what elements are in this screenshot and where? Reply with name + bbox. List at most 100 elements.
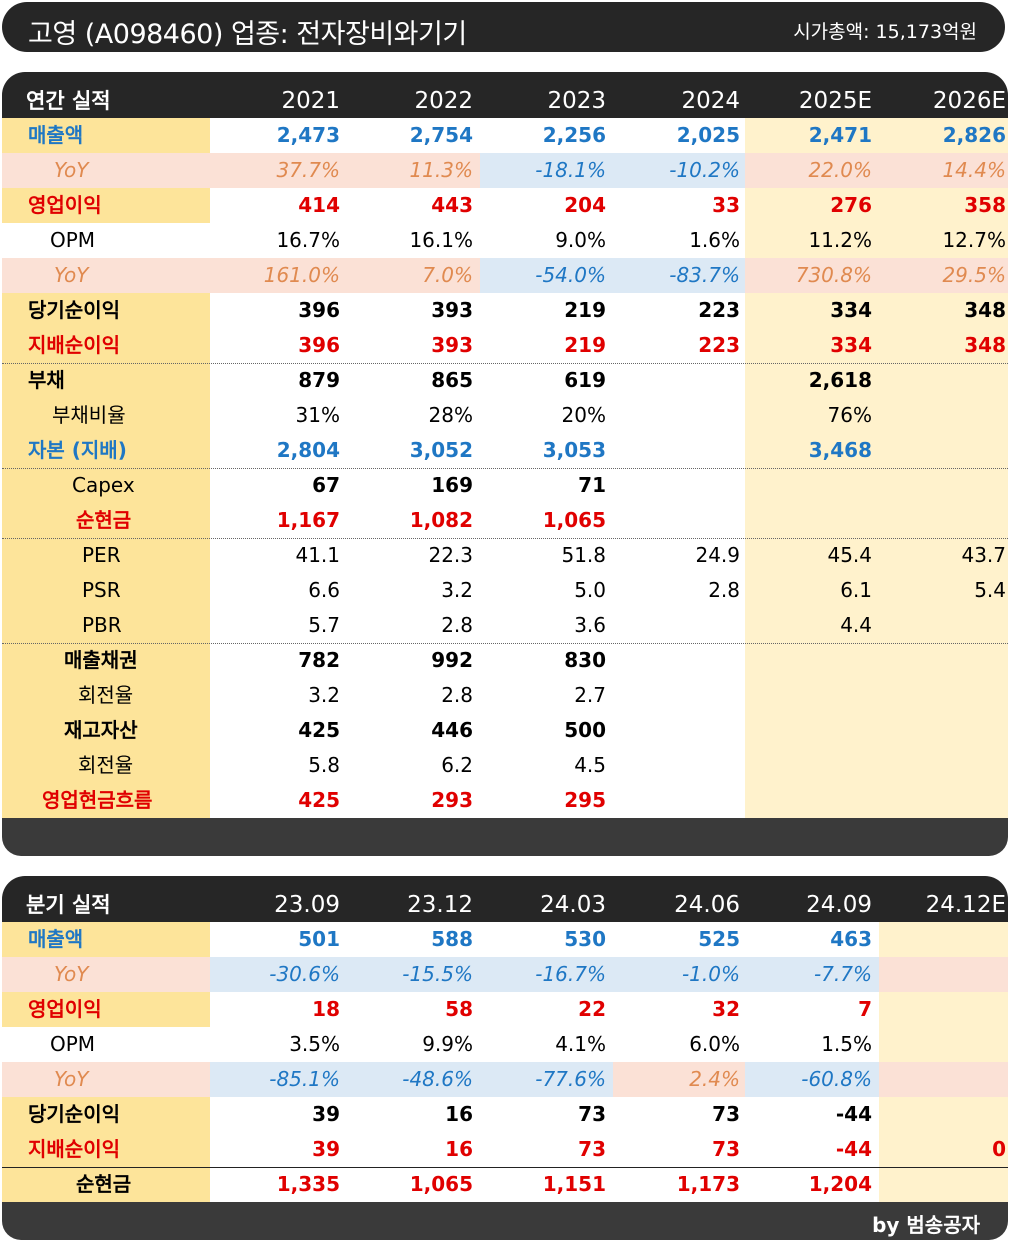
quarterly-value-cell: 16 xyxy=(445,1137,473,1161)
cell-background xyxy=(879,188,1008,223)
cell-background xyxy=(745,713,879,748)
cell-background xyxy=(879,748,1008,783)
quarterly-value-cell: 525 xyxy=(698,927,740,951)
annual-value-cell: 5.4 xyxy=(974,578,1006,602)
cell-background xyxy=(347,1062,480,1097)
annual-row: 재고자산 425 446 500 xyxy=(2,713,1008,748)
annual-col-header: 2024 xyxy=(681,88,740,114)
annual-row-label: 회전율 xyxy=(2,748,210,783)
annual-row-label: 매출채권 xyxy=(2,643,210,678)
annual-value-cell: 16.1% xyxy=(409,228,473,252)
annual-row: 영업이익 414 443 204 33 276 358 xyxy=(2,188,1008,223)
annual-value-cell: 67 xyxy=(312,473,340,497)
quarterly-value-cell: 32 xyxy=(712,997,740,1021)
annual-value-cell: 2,804 xyxy=(276,438,340,462)
quarterly-header-label: 분기 실적 xyxy=(26,893,111,917)
cell-background xyxy=(745,468,879,503)
annual-row-label: YoY xyxy=(2,258,210,293)
cell-background xyxy=(879,363,1008,398)
annual-row: Capex 67 169 71 xyxy=(2,468,1008,503)
annual-value-cell: 6.2 xyxy=(441,753,473,777)
cell-background xyxy=(745,503,879,538)
annual-value-cell: 37.7% xyxy=(276,158,340,182)
annual-value-cell: 5.0 xyxy=(574,578,606,602)
annual-value-cell: 33 xyxy=(712,193,740,217)
quarterly-table: 분기 실적 23.09 23.12 24.03 24.06 24.09 24.12E 매출… xyxy=(2,876,1008,1240)
quarterly-value-cell: -15.5% xyxy=(402,962,473,986)
cell-background xyxy=(480,1062,613,1097)
annual-value-cell: 22.3 xyxy=(428,543,473,567)
annual-value-cell: 22.0% xyxy=(808,158,872,182)
annual-row-label: PBR xyxy=(2,608,210,643)
quarterly-row-label: YoY xyxy=(2,1062,210,1097)
cell-background xyxy=(745,398,879,433)
annual-value-cell: 14.4% xyxy=(942,158,1006,182)
annual-row: 회전율 5.8 6.2 4.5 xyxy=(2,748,1008,783)
row-divider xyxy=(2,468,1008,469)
annual-value-cell: 1,065 xyxy=(542,508,606,532)
annual-value-cell: 295 xyxy=(564,788,606,812)
quarterly-row-label: 당기순이익 xyxy=(2,1097,210,1132)
cell-background xyxy=(879,398,1008,433)
annual-row-label: 매출액 xyxy=(2,118,210,153)
annual-value-cell: 219 xyxy=(564,333,606,357)
quarterly-row: YoY -30.6% -15.5% -16.7% -1.0% -7.7% xyxy=(2,957,1008,992)
annual-row: 당기순이익 396 393 219 223 334 348 xyxy=(2,293,1008,328)
annual-value-cell: 76% xyxy=(827,403,872,427)
cell-background xyxy=(613,153,745,188)
cell-background xyxy=(879,1132,1008,1167)
cell-background xyxy=(745,573,879,608)
cell-background xyxy=(210,258,347,293)
quarterly-value-cell: -7.7% xyxy=(813,962,872,986)
cell-background xyxy=(879,118,1008,153)
cell-background xyxy=(879,643,1008,678)
annual-value-cell: 2.8 xyxy=(441,683,473,707)
annual-row: 자본 (지배) 2,804 3,052 3,053 3,468 xyxy=(2,433,1008,468)
cell-background xyxy=(879,258,1008,293)
quarterly-header: 분기 실적 23.09 23.12 24.03 24.06 24.09 24.12E xyxy=(2,876,1008,922)
annual-value-cell: -83.7% xyxy=(669,263,740,287)
cell-background xyxy=(347,957,480,992)
annual-value-cell: 3.6 xyxy=(574,613,606,637)
annual-value-cell: 865 xyxy=(431,368,473,392)
quarterly-value-cell: 1,151 xyxy=(542,1172,606,1196)
cell-background xyxy=(480,957,613,992)
annual-value-cell: 20% xyxy=(561,403,606,427)
quarterly-value-cell: 39 xyxy=(312,1137,340,1161)
cell-background xyxy=(745,188,879,223)
annual-row: YoY 161.0% 7.0% -54.0% -83.7% 730.8% 29.5% xyxy=(2,258,1008,293)
annual-value-cell: 3.2 xyxy=(308,683,340,707)
quarterly-row: 매출액 501 588 530 525 463 xyxy=(2,922,1008,957)
quarterly-col-header: 23.12 xyxy=(407,892,473,918)
annual-value-cell: 2,618 xyxy=(808,368,872,392)
annual-row-label: 영업현금흐름 xyxy=(2,783,210,818)
annual-row-label: 회전율 xyxy=(2,678,210,713)
annual-row-label: Capex xyxy=(2,468,210,503)
annual-value-cell: 348 xyxy=(964,298,1006,322)
cell-background xyxy=(745,223,879,258)
annual-value-cell: 219 xyxy=(564,298,606,322)
quarterly-value-cell: 1.5% xyxy=(821,1032,872,1056)
annual-row-label: 당기순이익 xyxy=(2,293,210,328)
annual-value-cell: 11.2% xyxy=(808,228,872,252)
cell-background xyxy=(745,678,879,713)
quarterly-row-label: 영업이익 xyxy=(2,992,210,1027)
quarterly-row: 순현금 1,335 1,065 1,151 1,173 1,204 xyxy=(2,1167,1008,1202)
quarterly-row: 당기순이익 39 16 73 73 -44 xyxy=(2,1097,1008,1132)
annual-col-header: 2023 xyxy=(547,88,606,114)
annual-value-cell: 425 xyxy=(298,718,340,742)
annual-row: PBR 5.7 2.8 3.6 4.4 xyxy=(2,608,1008,643)
annual-value-cell: 1,167 xyxy=(276,508,340,532)
quarterly-value-cell: 463 xyxy=(830,927,872,951)
annual-value-cell: 29.5% xyxy=(942,263,1006,287)
quarterly-value-cell: 6.0% xyxy=(689,1032,740,1056)
quarterly-value-cell: -85.1% xyxy=(269,1067,340,1091)
quarterly-col-header: 24.12E xyxy=(925,892,1006,918)
annual-value-cell: 2,025 xyxy=(676,123,740,147)
quarterly-value-cell: 73 xyxy=(578,1137,606,1161)
cell-background xyxy=(879,992,1008,1027)
annual-value-cell: 2,754 xyxy=(409,123,473,147)
quarterly-value-cell: 4.1% xyxy=(555,1032,606,1056)
cell-background xyxy=(879,783,1008,818)
annual-row: 영업현금흐름 425 293 295 xyxy=(2,783,1008,818)
